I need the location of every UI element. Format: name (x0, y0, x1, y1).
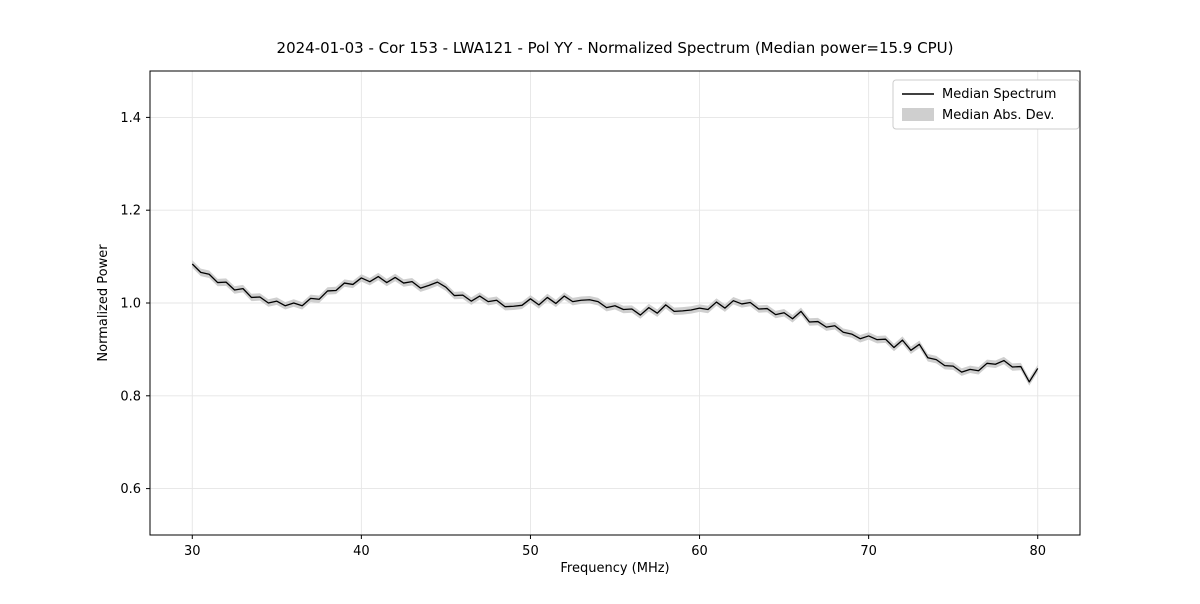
chart-title: 2024-01-03 - Cor 153 - LWA121 - Pol YY -… (277, 39, 954, 57)
legend-band-swatch (902, 108, 934, 121)
tick-labels: 30 40 50 60 70 80 0.6 0.8 1.0 1.2 1.4 (120, 111, 1046, 559)
plot-frame (149, 70, 1081, 536)
legend-entry-median-abs-dev: Median Abs. Dev. (942, 108, 1054, 123)
median-abs-dev-area (192, 260, 1038, 386)
x-tick-label: 50 (522, 544, 539, 559)
y-tick-label: 1.0 (120, 297, 141, 312)
x-tick-label: 30 (184, 544, 201, 559)
legend-entry-median-spectrum: Median Spectrum (942, 87, 1056, 102)
y-tick-label: 0.6 (120, 482, 141, 497)
median-abs-dev-band (192, 260, 1038, 386)
y-tick-label: 1.2 (120, 204, 141, 219)
x-tick-label: 40 (353, 544, 370, 559)
x-tick-label: 80 (1029, 544, 1046, 559)
x-axis-label: Frequency (MHz) (560, 561, 669, 576)
y-axis-label: Normalized Power (96, 244, 111, 362)
median-spectrum-line (191, 263, 1039, 383)
x-tick-label: 70 (860, 544, 877, 559)
y-tick-label: 1.4 (120, 111, 141, 126)
axes (146, 70, 1081, 539)
x-tick-label: 60 (691, 544, 708, 559)
legend-box (892, 79, 1080, 130)
y-tick-label: 0.8 (120, 389, 141, 404)
legend: Median Spectrum Median Abs. Dev. (892, 79, 1080, 130)
median-spectrum-path (191, 263, 1039, 383)
